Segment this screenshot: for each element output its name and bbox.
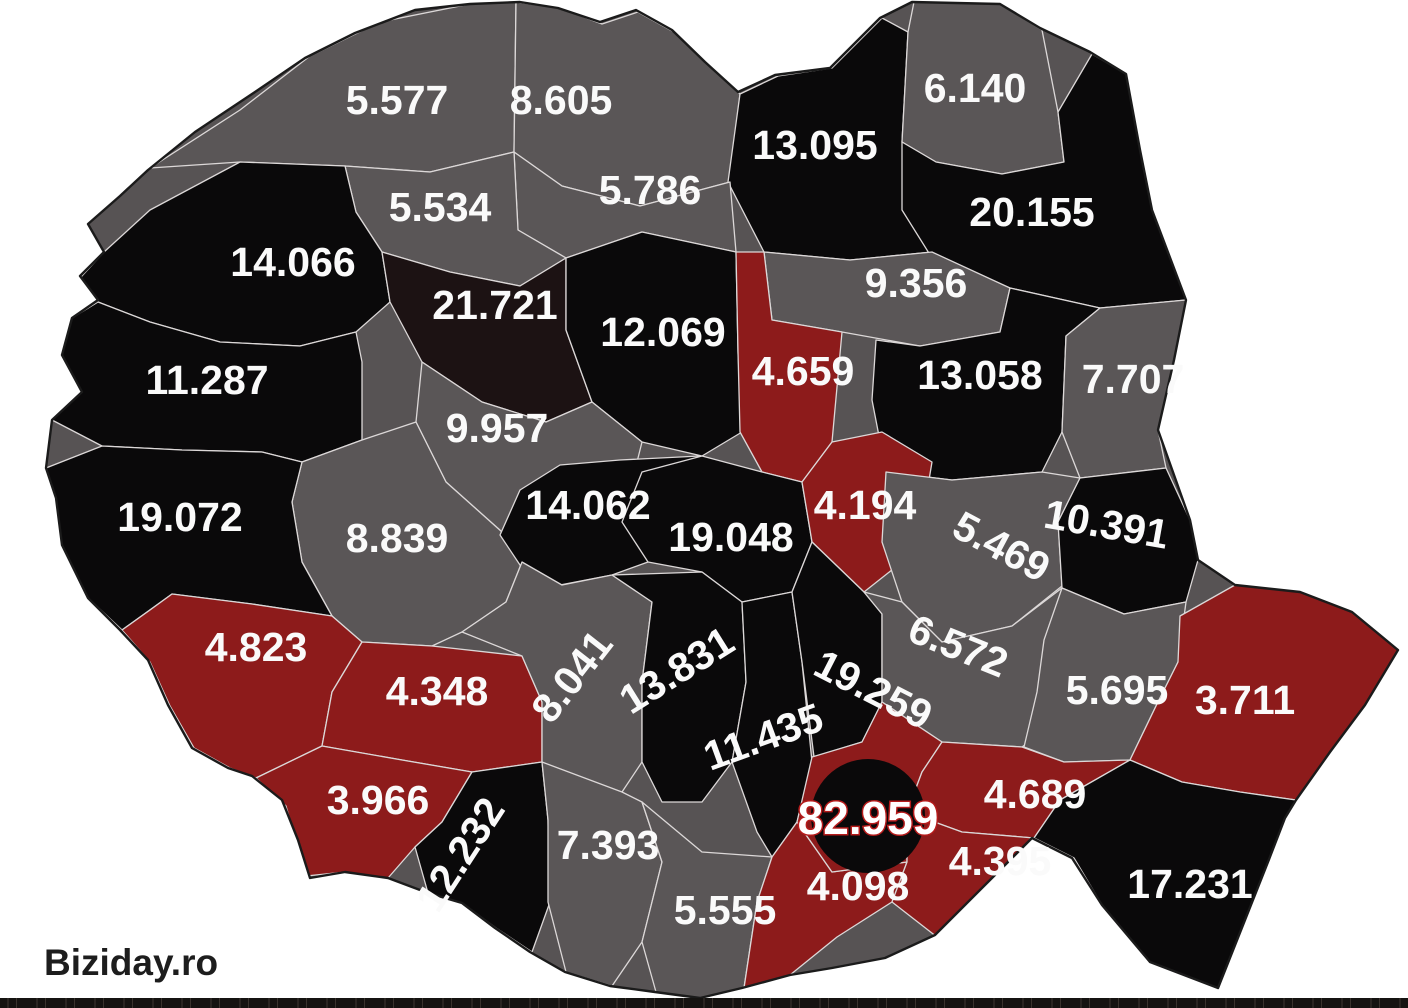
- county-value-label: 9.957: [446, 405, 549, 451]
- county-value-label: 5.555: [674, 887, 777, 933]
- bucharest-value-label: 82.959: [798, 792, 939, 844]
- county-value-label: 19.072: [117, 494, 242, 540]
- county-value-label: 4.823: [205, 624, 308, 670]
- county-value-label: 8.839: [346, 515, 449, 561]
- biziday-watermark: Biziday.ro: [44, 942, 219, 983]
- county-value-label: 4.395: [949, 838, 1052, 884]
- county-value-label: 4.194: [814, 482, 917, 528]
- county-value-label: 14.062: [525, 482, 650, 528]
- county-value-label: 5.534: [389, 184, 492, 230]
- county-value-label: 8.605: [510, 77, 613, 123]
- county-value-labels: 5.577 8.605 13.095 6.140 20.155 5.786 5.534 14.…: [117, 65, 1295, 933]
- county-value-label: 14.066: [230, 239, 355, 285]
- county-region: [51, 301, 363, 463]
- county-value-label: 11.287: [145, 357, 268, 403]
- county-value-label: 5.786: [599, 167, 702, 213]
- county-value-label: 17.231: [1127, 861, 1252, 907]
- county-value-label: 4.659: [752, 348, 855, 394]
- county-value-label: 5.577: [346, 77, 449, 123]
- county-value-label: 12.069: [600, 309, 725, 355]
- county-value-label: 3.711: [1195, 677, 1295, 723]
- footer-attribution-bar: [0, 998, 1408, 1008]
- county-value-label: 6.140: [924, 65, 1027, 111]
- county-value-label: 20.155: [969, 189, 1094, 235]
- county-value-label: 13.095: [752, 122, 877, 168]
- county-value-label: 13.058: [917, 352, 1042, 398]
- county-region: [541, 761, 663, 987]
- county-value-label: 4.348: [386, 668, 489, 714]
- county-value-label: 7.393: [557, 822, 660, 868]
- county-region: [149, 2, 517, 173]
- county-value-label: 19.048: [668, 514, 793, 560]
- county-value-label: 21.721: [432, 282, 557, 328]
- county-value-label: 4.098: [807, 863, 910, 909]
- county-value-label: 3.966: [327, 777, 430, 823]
- county-value-label: 7.707: [1082, 356, 1185, 402]
- county-value-label: 5.695: [1066, 667, 1169, 713]
- county-region: [611, 571, 747, 803]
- county-value-label: 4.689: [984, 771, 1087, 817]
- county-region: [565, 231, 743, 457]
- bucharest-circle: [811, 759, 925, 873]
- romania-outline: [44, 0, 1400, 1000]
- county-value-label: 9.356: [865, 260, 968, 306]
